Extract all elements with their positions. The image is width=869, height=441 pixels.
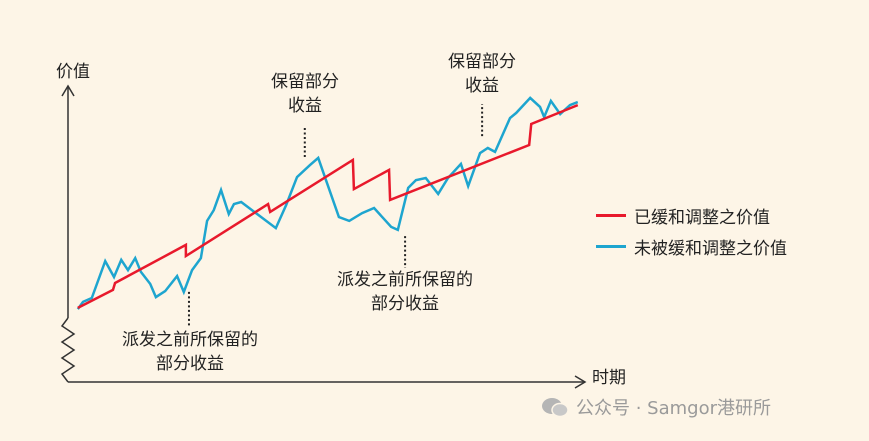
annotation-1-line2: 部分收益 bbox=[156, 354, 224, 374]
axes bbox=[60, 84, 587, 389]
annotation-1: 派发之前所保留的 部分收益 bbox=[110, 328, 270, 376]
legend-label-unadjusted: 未被缓和调整之价值 bbox=[634, 239, 787, 259]
legend-swatch-red bbox=[596, 214, 626, 217]
annotation-3: 派发之前所保留的 部分收益 bbox=[325, 268, 485, 316]
annotation-3-line1: 派发之前所保留的 bbox=[337, 270, 473, 290]
series-line-1 bbox=[76, 96, 579, 310]
annotation-4-line2: 收益 bbox=[465, 76, 499, 96]
annotation-2: 保留部分 收益 bbox=[245, 70, 365, 118]
y-axis-break-zigzag bbox=[60, 317, 76, 383]
annotation-2-line2: 收益 bbox=[288, 96, 322, 116]
watermark: 公众号 · Samgor港研所 bbox=[540, 394, 771, 420]
x-axis-label: 时期 bbox=[592, 368, 626, 388]
annotation-2-line1: 保留部分 bbox=[271, 72, 339, 92]
annotation-3-line2: 部分收益 bbox=[371, 294, 439, 314]
annotation-4-line1: 保留部分 bbox=[448, 52, 516, 72]
x-axis-arrow-icon bbox=[574, 375, 587, 389]
annotation-4: 保留部分 收益 bbox=[422, 50, 542, 98]
legend-swatch-blue bbox=[596, 245, 626, 248]
watermark-text: 公众号 · Samgor港研所 bbox=[576, 398, 771, 419]
series-line-0 bbox=[77, 103, 579, 310]
wechat-icon bbox=[542, 398, 569, 418]
legend-label-adjusted: 已缓和调整之价值 bbox=[634, 208, 770, 228]
y-axis-arrow-icon bbox=[61, 84, 75, 97]
legend-item-adjusted: 已缓和调整之价值 bbox=[596, 203, 770, 228]
legend-item-unadjusted: 未被缓和调整之价值 bbox=[596, 234, 787, 259]
annotation-1-line1: 派发之前所保留的 bbox=[122, 330, 258, 350]
y-axis-label: 价值 bbox=[56, 62, 90, 82]
